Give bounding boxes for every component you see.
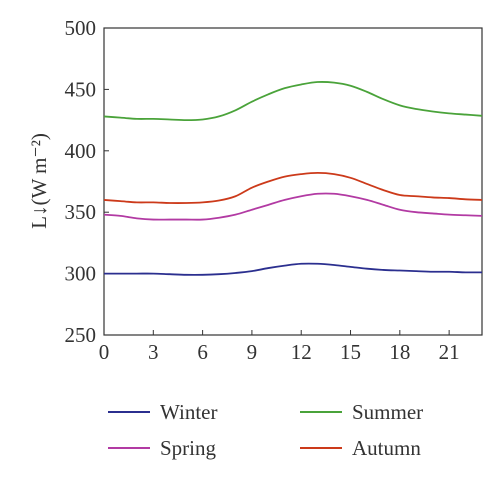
y-axis-ticks: 250 300 350 400 450 500 — [65, 16, 109, 347]
x-tick-label: 3 — [148, 340, 159, 364]
x-axis-ticks: 0 3 6 9 12 15 18 21 — [99, 330, 460, 364]
y-tick-label: 250 — [65, 323, 97, 347]
x-tick-label: 15 — [340, 340, 361, 364]
x-tick-label: 0 — [99, 340, 110, 364]
x-tick-label: 6 — [197, 340, 208, 364]
y-tick-label: 350 — [65, 200, 97, 224]
x-tick-label: 12 — [291, 340, 312, 364]
y-axis-label: L↓(W m⁻²) — [27, 133, 51, 229]
y-tick-label: 500 — [65, 16, 97, 40]
series-lines — [103, 81, 483, 276]
series-line-autumn — [103, 171, 483, 204]
series-line-winter — [104, 262, 483, 276]
series-line-summer — [103, 81, 483, 122]
y-tick-label: 400 — [65, 139, 97, 163]
legend-label-spring: Spring — [160, 436, 217, 460]
x-tick-label: 18 — [389, 340, 410, 364]
y-tick-label: 300 — [65, 262, 97, 286]
x-tick-label: 21 — [439, 340, 460, 364]
x-tick-label: 9 — [247, 340, 258, 364]
plot-frame — [103, 27, 483, 336]
y-tick-label: 450 — [65, 77, 97, 101]
legend: Winter Summer Spring Autumn — [108, 400, 423, 460]
legend-label-summer: Summer — [352, 400, 423, 424]
legend-label-autumn: Autumn — [352, 436, 421, 460]
legend-label-winter: Winter — [160, 400, 217, 424]
series-line-spring — [103, 192, 483, 221]
